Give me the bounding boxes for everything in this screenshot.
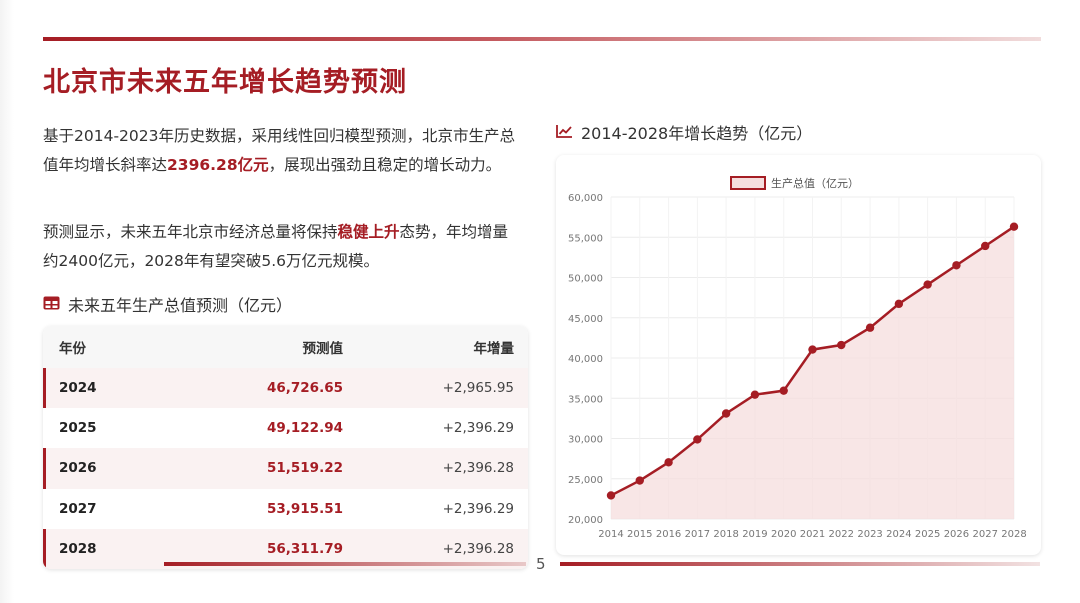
x-tick-label: 2028 — [1001, 529, 1026, 540]
data-point — [721, 409, 731, 418]
intro-p1-text: 基于2014-2023年历史数据，采用线性回归模型预测，北京市生产总值年均增长斜… — [43, 127, 515, 174]
chart-card: 20,000 25,000 30,000 35,000 40,000 45,000 50,0… — [556, 155, 1041, 555]
legend-swatch — [730, 176, 766, 190]
cell-delta: +2,396.28 — [442, 460, 514, 477]
data-point — [923, 280, 932, 289]
line-chart-icon — [556, 123, 573, 142]
cell-year: 2027 — [59, 500, 97, 517]
data-point — [837, 340, 846, 350]
cell-delta: +2,396.28 — [442, 540, 514, 557]
cell-value: 56,311.79 — [266, 540, 343, 557]
x-tick-label: 2017 — [685, 529, 710, 540]
x-tick-label: 2019 — [742, 529, 767, 540]
top-accent-bar — [43, 37, 1041, 41]
cell-year: 2025 — [59, 420, 97, 437]
intro-p2-text: 预测显示，未来五年北京市经济总量将保持 — [43, 223, 338, 241]
left-edge-shade — [0, 0, 14, 603]
intro-p2-highlight: 稳健上升 — [337, 223, 400, 241]
x-tick-label: 2016 — [656, 529, 681, 540]
table-row: 2026 51,519.22 +2,396.28 — [43, 448, 528, 489]
data-point — [1009, 222, 1019, 231]
gdp-area-chart: 20,000 25,000 30,000 35,000 40,000 45,000 50,0… — [568, 176, 1027, 540]
table-section-heading: 未来五年生产总值预测（亿元） — [43, 292, 292, 316]
intro-p2-text-end: 态势，年均增量约2400亿元，2028年有望突破5.6万亿元规模。 — [43, 223, 509, 270]
data-point — [635, 476, 644, 485]
y-tick-label: 30,000 — [568, 435, 603, 446]
bottom-accent-bar-left — [164, 562, 526, 566]
legend-label: 生产总值（亿元） — [771, 176, 859, 190]
data-point — [664, 458, 673, 467]
intro-paragraph-2: 预测显示，未来五年北京市经济总量将保持稳健上升态势，年均增量约2400亿元，20… — [43, 218, 523, 276]
y-tick-label: 25,000 — [568, 475, 603, 486]
data-point — [865, 323, 875, 332]
cell-delta: +2,396.29 — [442, 500, 514, 517]
data-point — [981, 241, 990, 251]
cell-value: 49,122.94 — [266, 420, 343, 437]
data-point — [750, 390, 760, 399]
bottom-accent-bar-right — [560, 562, 1040, 566]
y-tick-label: 55,000 — [568, 233, 603, 244]
y-tick-label: 20,000 — [568, 515, 603, 526]
x-tick-label: 2015 — [627, 529, 652, 540]
data-point — [894, 299, 904, 309]
x-tick-label: 2020 — [771, 529, 796, 540]
table-row: 2024 46,726.65 +2,965.95 — [43, 368, 528, 409]
x-tick-label: 2021 — [800, 529, 825, 540]
x-tick-label: 2025 — [915, 529, 940, 540]
page-title: 北京市未来五年增长趋势预测 — [43, 67, 407, 98]
chart-heading-text: 2014-2028年增长趋势（亿元） — [581, 124, 813, 143]
table-icon — [43, 295, 60, 314]
cell-delta: +2,965.95 — [442, 380, 514, 397]
intro-paragraph-1: 基于2014-2023年历史数据，采用线性回归模型预测，北京市生产总值年均增长斜… — [43, 122, 523, 180]
series-area — [611, 226, 1014, 519]
x-tick-label: 2026 — [944, 529, 969, 540]
y-tick-label: 40,000 — [568, 354, 603, 365]
cell-year: 2028 — [59, 540, 97, 557]
y-tick-label: 50,000 — [568, 274, 603, 285]
cell-value: 46,726.65 — [266, 380, 343, 397]
intro-p1-highlight: 2396.28亿元 — [167, 156, 269, 174]
cell-year: 2024 — [59, 380, 97, 397]
data-point — [808, 345, 817, 354]
chart-section-heading: 2014-2028年增长趋势（亿元） — [556, 120, 812, 144]
cell-value: 51,519.22 — [266, 460, 343, 477]
y-tick-label: 45,000 — [568, 314, 603, 325]
y-tick-label: 60,000 — [568, 193, 603, 204]
table-row: 2027 53,915.51 +2,396.29 — [43, 489, 528, 529]
cell-value: 53,915.51 — [266, 500, 343, 517]
x-tick-label: 2024 — [886, 529, 911, 540]
table-header-row: 年份 预测值 年增量 — [43, 326, 528, 368]
x-tick-label: 2027 — [972, 529, 997, 540]
table-heading-text: 未来五年生产总值预测（亿元） — [68, 296, 293, 315]
page-number: 5 — [536, 555, 546, 573]
col-header-year: 年份 — [59, 341, 86, 357]
cell-year: 2026 — [59, 460, 97, 477]
data-point — [952, 261, 961, 270]
col-header-value: 预测值 — [302, 341, 344, 357]
y-tick-label: 35,000 — [568, 394, 603, 405]
intro-p1-text-end: ，展现出强劲且稳定的增长动力。 — [268, 156, 502, 174]
data-point — [693, 435, 702, 444]
table-row: 2025 49,122.94 +2,396.29 — [43, 408, 528, 448]
x-tick-label: 2018 — [713, 529, 738, 540]
x-tick-label: 2022 — [829, 529, 854, 540]
forecast-table: 年份 预测值 年增量 2024 46,726.65 +2,965.95 2025… — [43, 326, 528, 569]
col-header-delta: 年增量 — [473, 341, 515, 357]
data-point — [779, 386, 788, 395]
data-point — [606, 491, 616, 500]
cell-delta: +2,396.29 — [442, 420, 514, 437]
x-tick-label: 2023 — [857, 529, 882, 540]
x-tick-label: 2014 — [598, 529, 623, 540]
